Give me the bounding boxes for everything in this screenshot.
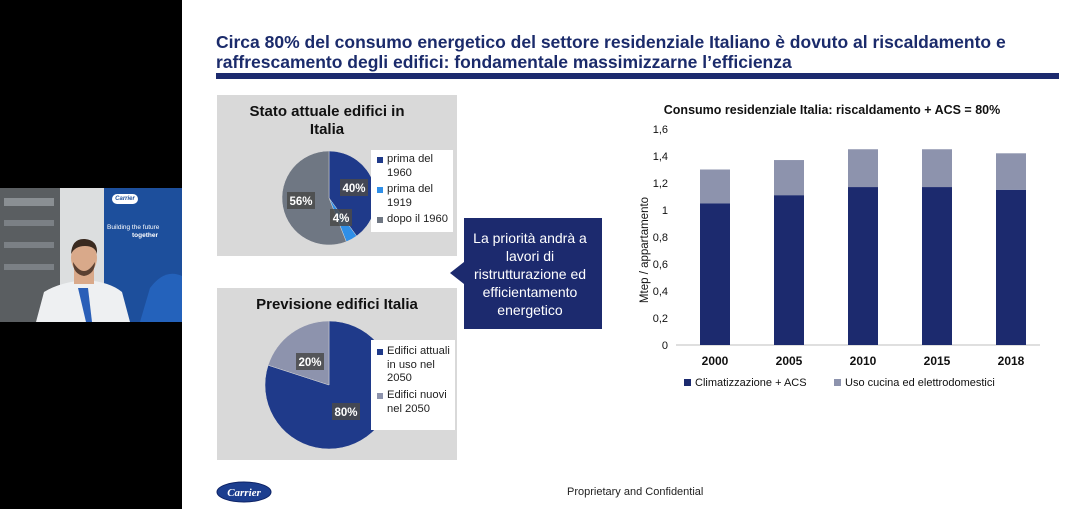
pie-data-label-bg (330, 209, 352, 226)
pie-data-label-text: 56% (289, 196, 312, 208)
bar-climatizzazione (700, 203, 730, 345)
pie-data-label-text: 4% (333, 213, 350, 225)
legend-label: dopo il 1960 (387, 213, 448, 225)
y-tick-label: 0 (662, 340, 668, 352)
banner-logo: Carrier (115, 196, 135, 202)
bar-climatizzazione (848, 187, 878, 345)
pie-panel-current: Stato attuale edifici in Italia 40% 4% 56%… (217, 95, 457, 256)
chart-title: Consumo residenziale Italia: riscaldamen… (664, 103, 1000, 117)
pie-data-label-bg (287, 192, 315, 209)
footer-text: Proprietary and Confidential (567, 486, 704, 498)
bar-uso-cucina (848, 149, 878, 188)
y-tick-label: 0,6 (653, 259, 668, 271)
title-divider (216, 73, 1059, 79)
bar-chart: Consumo residenziale Italia: riscaldamen… (639, 103, 1040, 389)
banner-text-line2: together (132, 232, 158, 239)
y-axis-label: Mtep / appartamento (639, 197, 651, 303)
x-tick-label: 2010 (850, 354, 877, 368)
bar-uso-cucina (996, 153, 1026, 190)
pie-data-label-text: 40% (342, 183, 365, 195)
legend-label: prima del 1960 (387, 153, 434, 179)
pie-panel-forecast: Previsione edifici Italia 80% 20% Edifici… (217, 288, 457, 460)
legend-label: Edifici nuovi nel 2050 (387, 389, 447, 415)
legend-swatch (377, 393, 383, 399)
pie-current-chart: 40% 4% 56% (281, 150, 377, 246)
legend-swatch (377, 187, 383, 193)
pie-data-label: 20% (296, 353, 324, 370)
legend-label: prima del 1919 (387, 183, 434, 209)
y-tick-label: 0,8 (653, 232, 668, 244)
bar-climatizzazione (996, 189, 1026, 345)
callout-text: La priorità andrà a lavori di ristruttur… (473, 230, 587, 318)
pie-data-label-bg (340, 179, 368, 196)
pie-data-label: 56% (287, 192, 315, 209)
x-tick-label: 2018 (998, 354, 1025, 368)
pie-forecast-legend: Edifici attuali in uso nel 2050 Edifici … (371, 340, 455, 430)
bar-uso-cucina (774, 160, 804, 196)
legend-swatch (377, 157, 383, 163)
legend-label: Uso cucina ed elettrodomestici (845, 377, 995, 389)
legend-label: Edifici attuali in uso nel 2050 (387, 345, 450, 384)
pie-current-legend: prima del 1960 prima del 1919 dopo il 19… (371, 150, 453, 232)
presentation-slide: Circa 80% del consumo energetico del set… (182, 0, 1092, 509)
slide-title: Circa 80% del consumo energetico del set… (216, 32, 1006, 72)
y-tick-label: 1,6 (653, 124, 668, 136)
legend-swatch (377, 217, 383, 223)
carrier-logo: Carrier (216, 481, 272, 503)
legend-swatch (684, 379, 691, 386)
pie-current-title: Stato attuale edifici in Italia (249, 103, 405, 138)
legend-label: Climatizzazione + ACS (695, 377, 807, 389)
bar-climatizzazione (774, 195, 804, 345)
pie-forecast-chart: 80% 20% (264, 320, 394, 450)
pie-data-label-text: 80% (334, 407, 357, 419)
pie-data-label: 80% (332, 403, 360, 420)
legend-swatch (377, 349, 383, 355)
banner-text-line1: Building the future (107, 224, 160, 231)
callout-arrow-box (450, 218, 602, 329)
y-tick-label: 1 (662, 205, 668, 217)
pie-data-label-bg (296, 353, 324, 370)
y-tick-label: 0,4 (653, 286, 668, 298)
pie-data-label-text: 20% (298, 357, 321, 369)
carrier-logo-text: Carrier (227, 487, 261, 499)
x-tick-label: 2000 (702, 354, 729, 368)
bar-climatizzazione (922, 187, 952, 345)
x-tick-label: 2015 (924, 354, 951, 368)
webcam-video: Carrier Building the future together (0, 188, 182, 322)
bar-uso-cucina (922, 149, 952, 188)
pie-data-label-bg (332, 403, 360, 420)
pie-forecast-title: Previsione edifici Italia (256, 296, 418, 313)
legend-swatch (834, 379, 841, 386)
y-tick-label: 0,2 (653, 313, 668, 325)
pie-slice (264, 320, 394, 450)
webcam-scene (0, 188, 182, 322)
pie-data-label: 40% (340, 179, 368, 196)
x-tick-label: 2005 (776, 354, 803, 368)
y-tick-label: 1,2 (653, 178, 668, 190)
bar-uso-cucina (700, 169, 730, 204)
y-tick-label: 1,4 (653, 151, 668, 163)
pie-data-label: 4% (330, 209, 352, 226)
